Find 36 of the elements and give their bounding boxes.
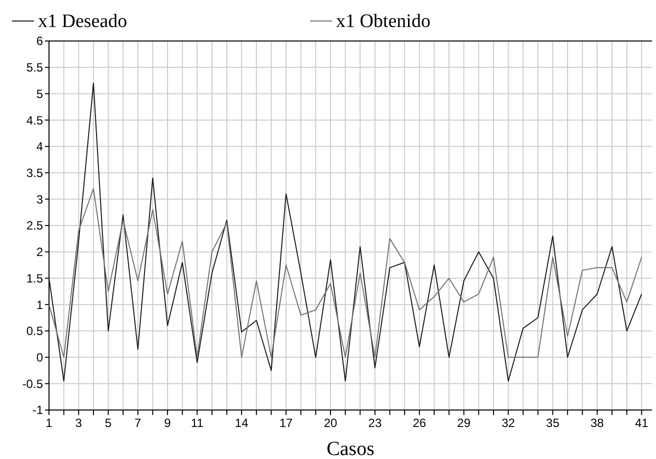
x-tick-label: 26 [412,416,426,430]
y-tick-label: 3.5 [26,166,44,180]
x-tick-label: 20 [324,416,338,430]
y-tick-label: 2.5 [26,218,44,233]
y-tick-label: 0.5 [26,324,44,338]
x-tick-label: 38 [590,416,604,430]
x-tick-label: 11 [190,416,204,430]
y-tick-label: 5 [36,86,44,101]
x-axis-title: Casos [326,438,375,459]
y-tick-label: 4.5 [26,113,44,128]
line-series [48,188,642,358]
x-tick-label: 14 [234,416,249,430]
legend-label: x1 Obtenido [336,11,430,32]
x-tick-label: 17 [279,416,294,430]
y-tick-label: 6 [36,34,44,48]
line-series [48,82,642,382]
y-tick-label: -0.5 [22,376,44,391]
x-tick-label: 7 [134,416,142,430]
x-tick-label: 5 [104,416,112,430]
x-tick-label: 9 [164,416,172,430]
legend-label: x1 Deseado [38,11,128,32]
x-tick-label: 41 [634,416,649,430]
x-tick-label: 32 [502,416,516,430]
x-tick-label: 1 [46,416,53,430]
y-tick-label: 0 [36,350,44,364]
y-tick-label: 2 [36,245,44,260]
y-tick-label: 1 [36,298,44,312]
x-tick-label: 29 [457,416,471,430]
x-tick-label: 23 [368,416,382,430]
y-tick-label: 5.5 [26,60,44,75]
y-tick-label: 3 [36,192,44,206]
y-tick-label: 1.5 [26,271,44,286]
x-tick-label: 35 [546,416,560,430]
y-tick-label: -1 [32,403,44,418]
y-tick-label: 4 [36,140,44,154]
x-tick-label: 3 [75,416,82,430]
